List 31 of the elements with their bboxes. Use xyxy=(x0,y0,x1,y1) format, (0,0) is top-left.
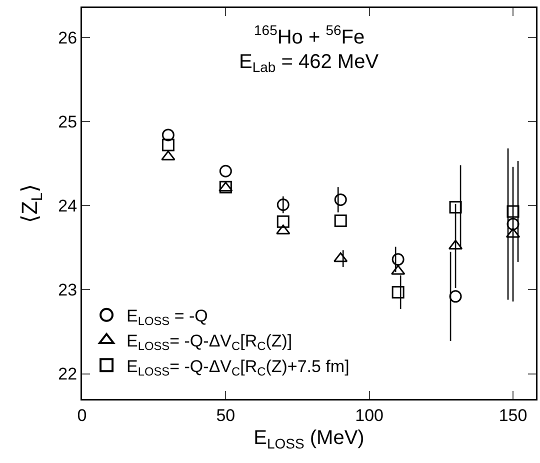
point xyxy=(162,138,174,152)
x-tick-label: 50 xyxy=(216,406,236,425)
point xyxy=(390,264,406,275)
point xyxy=(506,218,520,230)
y-tick-label: 22 xyxy=(58,364,78,384)
point xyxy=(334,193,347,206)
y-tick-label: 23 xyxy=(58,280,78,300)
point xyxy=(162,128,174,142)
x-tick-label: 150 xyxy=(498,406,528,425)
point xyxy=(392,253,404,266)
y-tick-label: 26 xyxy=(58,28,78,48)
legend-label: E$_{LOSS}$= -Q-ΔV$_{C}$[R$_{C}$(Z)] xyxy=(126,332,292,354)
point xyxy=(506,205,520,218)
x-tick-label: 0 xyxy=(77,406,87,425)
point xyxy=(334,214,347,227)
point xyxy=(276,215,290,228)
point xyxy=(449,201,462,214)
point xyxy=(276,198,290,212)
point xyxy=(449,290,462,303)
legend-label: E$_{LOSS}$= -Q-ΔV$_{C}$[R$_{C}$(Z)+7.5 fm] xyxy=(126,356,350,378)
annotation: $^{165}$Ho + $^{56}$Fe xyxy=(254,22,365,48)
legend-label: E$_{LOSS}$ = -Q xyxy=(126,306,208,328)
x-tick-label: 100 xyxy=(355,406,384,425)
x-axis-title: E$_{LOSS}$ (MeV) xyxy=(254,427,364,452)
point xyxy=(392,286,404,298)
point xyxy=(334,252,348,262)
point xyxy=(219,164,232,178)
annotation: E$_{Lab}$ = 462 MeV xyxy=(239,51,380,76)
y-tick-label: 24 xyxy=(58,196,78,216)
y-tick-label: 25 xyxy=(58,112,78,132)
point xyxy=(506,228,520,238)
